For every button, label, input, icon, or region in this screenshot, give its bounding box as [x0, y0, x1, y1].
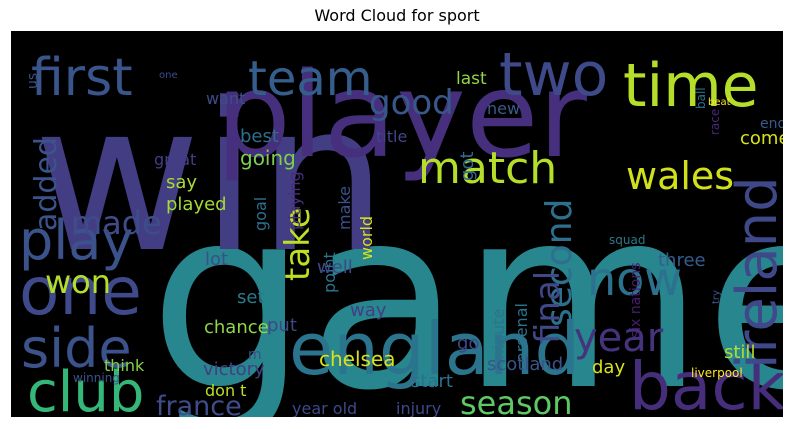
- word-well: well: [317, 257, 353, 278]
- word-m: m: [248, 347, 262, 363]
- word-final: final: [528, 271, 568, 344]
- word-squad: squad: [609, 233, 645, 247]
- word-goal: goal: [251, 197, 270, 231]
- word-played: played: [166, 194, 227, 215]
- word-second: second: [539, 199, 580, 327]
- word-one: one: [19, 253, 142, 330]
- word-make: make: [335, 186, 354, 230]
- word-best: best: [240, 126, 279, 147]
- word-put: put: [267, 315, 297, 336]
- word-chance: chance: [204, 317, 269, 338]
- chart-title: Word Cloud for sport: [314, 6, 480, 25]
- word-won: won: [45, 263, 111, 301]
- word-race: race: [708, 109, 722, 135]
- word-great: great: [154, 150, 196, 169]
- word-scotland: scotland: [487, 354, 563, 375]
- word-three: three: [658, 250, 706, 271]
- word-us: us: [25, 73, 41, 89]
- word-added: added: [29, 137, 64, 231]
- word-minute: minute: [489, 309, 508, 365]
- word-england: england: [289, 307, 580, 391]
- word-match: match: [418, 143, 557, 194]
- word-france: france: [156, 391, 242, 417]
- word-day: day: [592, 357, 625, 378]
- word-one: one: [159, 70, 178, 81]
- word-now: now: [587, 252, 682, 306]
- word-team: team: [248, 51, 373, 107]
- word-player: player: [216, 46, 587, 184]
- word-injury: injury: [396, 399, 441, 417]
- word-playing: playing: [285, 171, 304, 230]
- word-chelsea: chelsea: [319, 347, 396, 371]
- word-world: world: [357, 216, 376, 260]
- word-lot: lot: [205, 249, 228, 270]
- word-six-nations: six nations: [628, 263, 644, 338]
- word-play: play: [19, 209, 133, 272]
- word-go: go: [457, 333, 479, 354]
- word-got: got: [457, 152, 478, 182]
- word-want: want: [206, 89, 245, 108]
- word-new: new: [487, 99, 520, 118]
- word-set: set: [237, 287, 265, 308]
- word-cloud: game win player england first team two time one b…: [11, 31, 783, 417]
- word-beat: beat: [708, 97, 731, 108]
- word-game: game: [149, 154, 783, 417]
- word-ireland: ireland: [725, 176, 783, 369]
- word-come: come: [740, 128, 783, 149]
- word-win: win: [33, 60, 388, 298]
- word-going: going: [240, 146, 296, 170]
- word-take: take: [278, 207, 318, 281]
- word-end: end: [760, 116, 783, 132]
- word-ball: ball: [694, 87, 708, 109]
- word-title: title: [376, 127, 407, 146]
- word-first: first: [31, 48, 133, 108]
- word-winning: winning: [73, 371, 120, 385]
- word-season: season: [460, 384, 573, 417]
- word-way: way: [350, 300, 387, 321]
- word-club: club: [27, 360, 144, 417]
- word-made: made: [71, 204, 162, 242]
- word-year: year: [574, 315, 664, 361]
- word-don-t: don t: [205, 381, 246, 400]
- word-last: last: [456, 69, 487, 89]
- word-back: back: [629, 348, 783, 417]
- word-victory: victory: [203, 359, 265, 380]
- word-good: good: [369, 83, 454, 123]
- word-two: two: [499, 40, 608, 110]
- word-start: start: [411, 371, 453, 392]
- word-think: think: [104, 356, 145, 375]
- word-side: side: [21, 317, 132, 380]
- word-wales: wales: [626, 154, 734, 198]
- word-point: point: [320, 252, 339, 293]
- word-year-old: year old: [292, 399, 357, 417]
- word-still: still: [724, 342, 755, 363]
- word-try: try: [711, 290, 722, 304]
- word-liverpool: liverpool: [691, 366, 743, 380]
- word-say: say: [166, 172, 197, 193]
- word-time: time: [623, 51, 759, 121]
- word-arsenal: arsenal: [512, 303, 531, 362]
